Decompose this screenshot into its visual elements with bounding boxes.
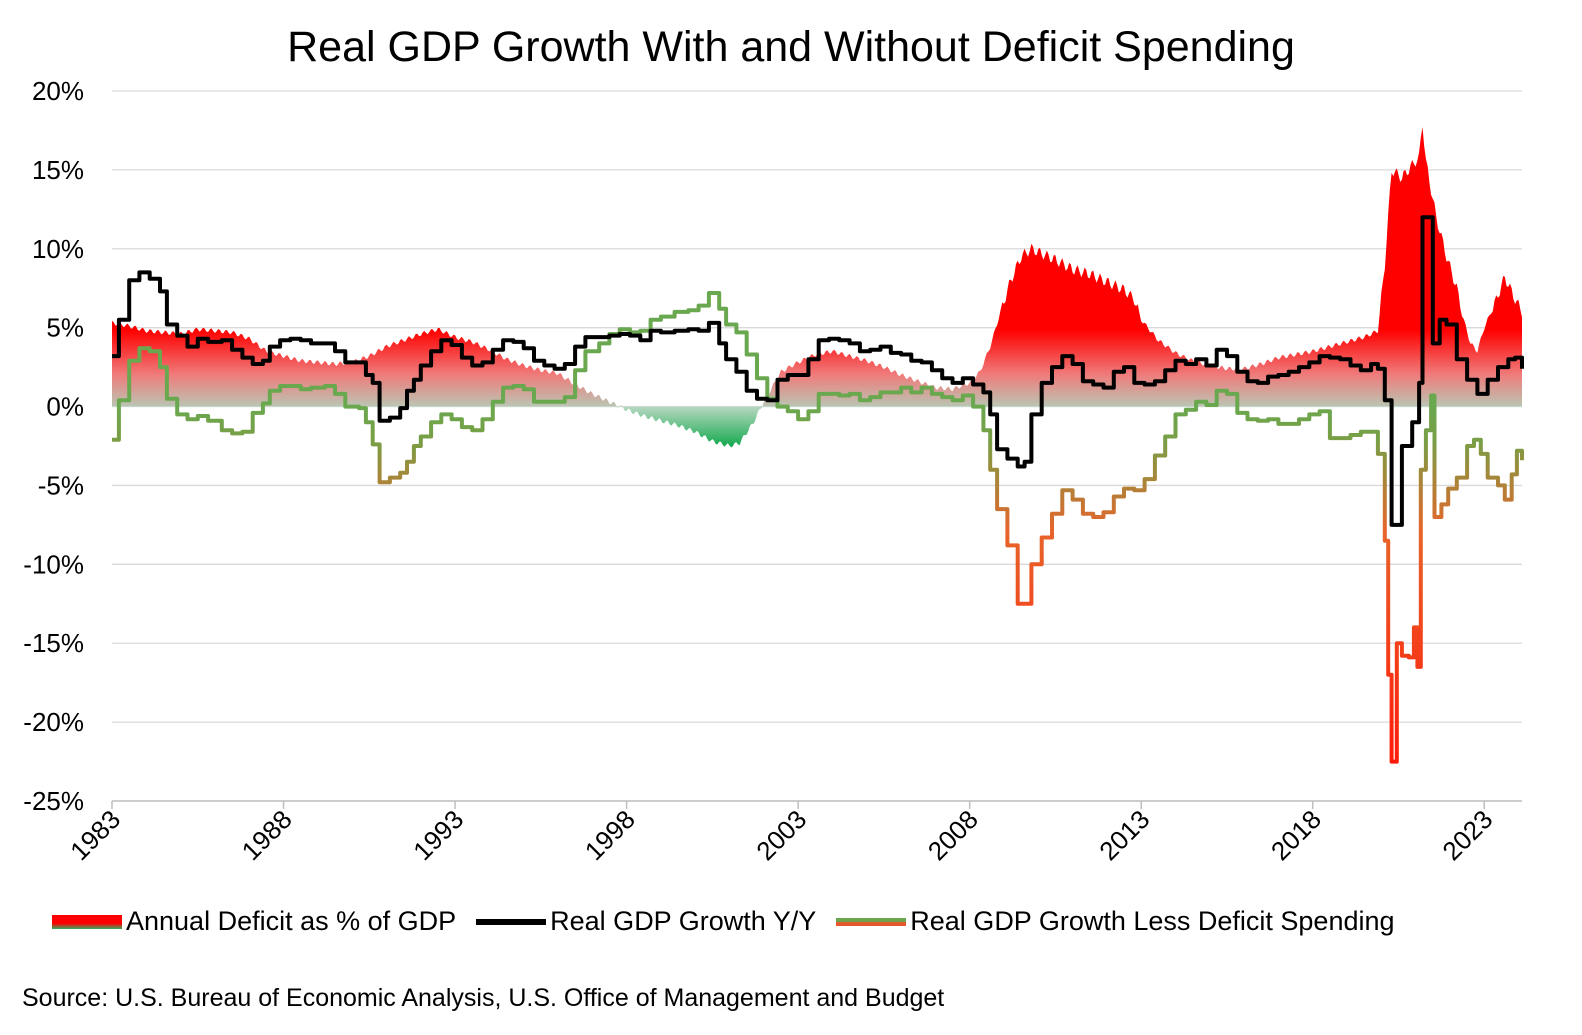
deficit-area-positive xyxy=(112,127,1522,406)
legend-label-growth: Real GDP Growth Y/Y xyxy=(550,906,817,936)
legend-swatch-deficit xyxy=(52,914,122,929)
legend-item-growth: Real GDP Growth Y/Y xyxy=(476,906,816,937)
deficit-area xyxy=(112,127,1522,448)
legend-label-less-deficit: Real GDP Growth Less Deficit Spending xyxy=(910,906,1395,936)
y-tick-label: -10% xyxy=(23,549,84,579)
legend-label-deficit: Annual Deficit as % of GDP xyxy=(126,906,457,936)
y-tick-label: -5% xyxy=(38,470,84,500)
chart-title: Real GDP Growth With and Without Deficit… xyxy=(287,23,1295,71)
axes xyxy=(111,800,1522,809)
y-tick-label: -20% xyxy=(23,707,84,737)
legend-swatch-growth xyxy=(476,918,547,925)
x-tick-label: 1988 xyxy=(236,804,298,866)
growth-line xyxy=(112,215,1524,527)
legend: Annual Deficit as % of GDP Real GDP Grow… xyxy=(52,906,1415,937)
gridlines xyxy=(112,90,1522,802)
source-note: Source: U.S. Bureau of Economic Analysis… xyxy=(22,984,945,1012)
x-tick-label: 1998 xyxy=(579,804,641,866)
y-tick-label: 5% xyxy=(46,313,84,343)
y-tick-label: 10% xyxy=(32,234,84,264)
less-deficit-line xyxy=(112,291,1524,764)
legend-item-deficit: Annual Deficit as % of GDP xyxy=(52,906,456,937)
less-deficit-series-line xyxy=(112,291,1524,764)
y-tick-label: -25% xyxy=(23,786,84,816)
legend-swatch-less-deficit xyxy=(836,917,907,926)
x-tick-labels: 1983 1988 1993 1998 2003 2008 2013 2018 2023 xyxy=(64,804,1498,866)
legend-item-less-deficit: Real GDP Growth Less Deficit Spending xyxy=(836,906,1395,937)
y-tick-label: -15% xyxy=(23,628,84,658)
x-tick-label: 2008 xyxy=(922,804,984,866)
y-tick-label: 15% xyxy=(32,155,84,185)
y-tick-label: 0% xyxy=(46,392,84,422)
y-tick-label: 20% xyxy=(32,76,84,106)
x-tick-label: 2018 xyxy=(1265,804,1327,866)
x-tick-label: 1993 xyxy=(407,804,469,866)
growth-series-line xyxy=(112,215,1524,527)
x-tick-label: 2013 xyxy=(1093,804,1155,866)
x-tick-label: 2023 xyxy=(1436,804,1498,866)
y-tick-labels: 20% 15% 10% 5% 0% -5% -10% -15% -20% -25% xyxy=(23,76,84,816)
x-tick-label: 2003 xyxy=(750,804,812,866)
